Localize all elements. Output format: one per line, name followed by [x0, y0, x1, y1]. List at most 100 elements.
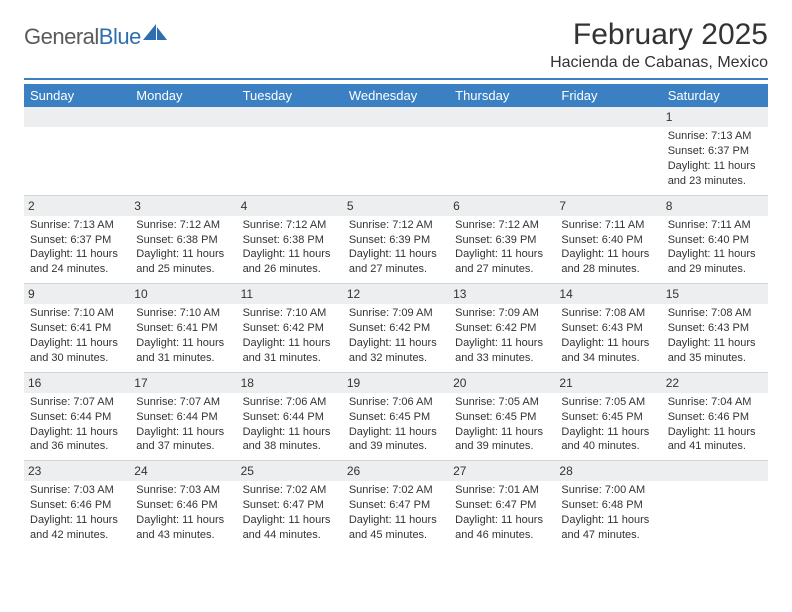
sunrise-text: Sunrise: 7:08 AM [561, 306, 655, 321]
day-number: 22 [662, 373, 768, 393]
calendar-cell: 3Sunrise: 7:12 AMSunset: 6:38 PMDaylight… [130, 195, 236, 284]
calendar-cell: 11Sunrise: 7:10 AMSunset: 6:42 PMDayligh… [237, 284, 343, 373]
sunset-text: Sunset: 6:46 PM [668, 410, 762, 425]
calendar-cell [237, 107, 343, 195]
daylight1-text: Daylight: 11 hours [349, 425, 443, 440]
calendar-cell: 1Sunrise: 7:13 AMSunset: 6:37 PMDaylight… [662, 107, 768, 195]
sunrise-text: Sunrise: 7:05 AM [561, 395, 655, 410]
sunrise-text: Sunrise: 7:05 AM [455, 395, 549, 410]
daylight2-text: and 28 minutes. [561, 262, 655, 277]
calendar-row: 9Sunrise: 7:10 AMSunset: 6:41 PMDaylight… [24, 284, 768, 373]
calendar-cell: 13Sunrise: 7:09 AMSunset: 6:42 PMDayligh… [449, 284, 555, 373]
sunset-text: Sunset: 6:44 PM [136, 410, 230, 425]
sunset-text: Sunset: 6:41 PM [30, 321, 124, 336]
sunrise-text: Sunrise: 7:13 AM [30, 218, 124, 233]
header: General Blue February 2025 Hacienda de C… [24, 18, 768, 72]
calendar-cell: 6Sunrise: 7:12 AMSunset: 6:39 PMDaylight… [449, 195, 555, 284]
sunset-text: Sunset: 6:45 PM [455, 410, 549, 425]
day-number: 14 [555, 284, 661, 304]
daylight2-text: and 25 minutes. [136, 262, 230, 277]
daylight2-text: and 42 minutes. [30, 528, 124, 543]
day-number [130, 107, 236, 127]
daylight1-text: Daylight: 11 hours [136, 513, 230, 528]
daylight2-text: and 27 minutes. [349, 262, 443, 277]
daylight1-text: Daylight: 11 hours [668, 336, 762, 351]
day-number: 16 [24, 373, 130, 393]
day-number: 13 [449, 284, 555, 304]
logo-text-general: General [24, 24, 99, 50]
calendar-cell: 8Sunrise: 7:11 AMSunset: 6:40 PMDaylight… [662, 195, 768, 284]
sunset-text: Sunset: 6:39 PM [455, 233, 549, 248]
calendar-cell [24, 107, 130, 195]
sunrise-text: Sunrise: 7:06 AM [243, 395, 337, 410]
weekday-header: Monday [130, 84, 236, 107]
day-number: 19 [343, 373, 449, 393]
daylight2-text: and 37 minutes. [136, 439, 230, 454]
sunrise-text: Sunrise: 7:00 AM [561, 483, 655, 498]
calendar-cell [662, 461, 768, 549]
sunset-text: Sunset: 6:39 PM [349, 233, 443, 248]
sunrise-text: Sunrise: 7:01 AM [455, 483, 549, 498]
location: Hacienda de Cabanas, Mexico [550, 54, 768, 72]
daylight1-text: Daylight: 11 hours [668, 247, 762, 262]
calendar-cell: 21Sunrise: 7:05 AMSunset: 6:45 PMDayligh… [555, 372, 661, 461]
daylight1-text: Daylight: 11 hours [455, 247, 549, 262]
day-number: 23 [24, 461, 130, 481]
calendar-cell [343, 107, 449, 195]
calendar-cell: 15Sunrise: 7:08 AMSunset: 6:43 PMDayligh… [662, 284, 768, 373]
daylight2-text: and 40 minutes. [561, 439, 655, 454]
daylight1-text: Daylight: 11 hours [349, 247, 443, 262]
calendar-cell: 7Sunrise: 7:11 AMSunset: 6:40 PMDaylight… [555, 195, 661, 284]
logo: General Blue [24, 18, 167, 50]
day-number: 11 [237, 284, 343, 304]
sunset-text: Sunset: 6:46 PM [136, 498, 230, 513]
day-number: 27 [449, 461, 555, 481]
sunset-text: Sunset: 6:45 PM [349, 410, 443, 425]
sunset-text: Sunset: 6:43 PM [668, 321, 762, 336]
sunrise-text: Sunrise: 7:08 AM [668, 306, 762, 321]
day-number: 24 [130, 461, 236, 481]
daylight2-text: and 26 minutes. [243, 262, 337, 277]
daylight2-text: and 45 minutes. [349, 528, 443, 543]
day-number: 7 [555, 196, 661, 216]
sunrise-text: Sunrise: 7:12 AM [349, 218, 443, 233]
calendar-cell: 22Sunrise: 7:04 AMSunset: 6:46 PMDayligh… [662, 372, 768, 461]
daylight1-text: Daylight: 11 hours [243, 425, 337, 440]
header-rule [24, 78, 768, 80]
calendar-row: 2Sunrise: 7:13 AMSunset: 6:37 PMDaylight… [24, 195, 768, 284]
daylight2-text: and 39 minutes. [349, 439, 443, 454]
daylight1-text: Daylight: 11 hours [243, 247, 337, 262]
sunset-text: Sunset: 6:44 PM [30, 410, 124, 425]
sunrise-text: Sunrise: 7:10 AM [30, 306, 124, 321]
calendar-row: 16Sunrise: 7:07 AMSunset: 6:44 PMDayligh… [24, 372, 768, 461]
sunrise-text: Sunrise: 7:09 AM [455, 306, 549, 321]
calendar-cell: 28Sunrise: 7:00 AMSunset: 6:48 PMDayligh… [555, 461, 661, 549]
day-number: 8 [662, 196, 768, 216]
sunrise-text: Sunrise: 7:10 AM [136, 306, 230, 321]
daylight1-text: Daylight: 11 hours [136, 336, 230, 351]
sunset-text: Sunset: 6:37 PM [668, 144, 762, 159]
sunrise-text: Sunrise: 7:07 AM [30, 395, 124, 410]
sunset-text: Sunset: 6:38 PM [243, 233, 337, 248]
sunrise-text: Sunrise: 7:02 AM [243, 483, 337, 498]
daylight1-text: Daylight: 11 hours [136, 247, 230, 262]
day-number [24, 107, 130, 127]
calendar-cell: 25Sunrise: 7:02 AMSunset: 6:47 PMDayligh… [237, 461, 343, 549]
day-number: 21 [555, 373, 661, 393]
sunset-text: Sunset: 6:47 PM [349, 498, 443, 513]
daylight1-text: Daylight: 11 hours [561, 336, 655, 351]
daylight2-text: and 43 minutes. [136, 528, 230, 543]
day-number: 9 [24, 284, 130, 304]
weekday-header: Wednesday [343, 84, 449, 107]
daylight1-text: Daylight: 11 hours [30, 425, 124, 440]
day-number [343, 107, 449, 127]
sunset-text: Sunset: 6:42 PM [243, 321, 337, 336]
sunrise-text: Sunrise: 7:11 AM [561, 218, 655, 233]
sunset-text: Sunset: 6:44 PM [243, 410, 337, 425]
sunrise-text: Sunrise: 7:07 AM [136, 395, 230, 410]
logo-text-blue: Blue [99, 24, 141, 50]
sunset-text: Sunset: 6:43 PM [561, 321, 655, 336]
sunset-text: Sunset: 6:40 PM [668, 233, 762, 248]
daylight1-text: Daylight: 11 hours [349, 513, 443, 528]
sunrise-text: Sunrise: 7:13 AM [668, 129, 762, 144]
